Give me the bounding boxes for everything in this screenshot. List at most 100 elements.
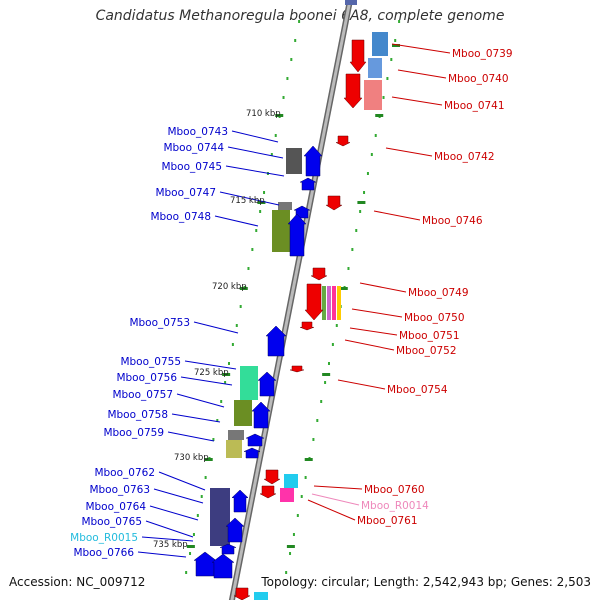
gene-label-mboo-0746: Mboo_0746	[422, 215, 483, 227]
leader-line-reverse	[397, 69, 447, 79]
guide-dot-left	[286, 77, 289, 80]
guide-dot-right	[292, 533, 295, 536]
cog-bar-mboo-0757	[234, 400, 252, 426]
leader-line-reverse	[391, 96, 443, 106]
gene-label-mboo-0752: Mboo_0752	[396, 345, 457, 357]
leader-line-forward	[184, 360, 237, 370]
leader-line-forward	[231, 130, 279, 143]
gene-label-mboo-0748: Mboo_0748	[150, 211, 211, 223]
guide-dot-right	[331, 343, 334, 346]
leader-line-reverse	[373, 210, 421, 221]
guide-dot-left	[196, 514, 199, 517]
gene-label-mboo-0763: Mboo_0763	[89, 484, 150, 496]
leader-line-reverse	[349, 327, 398, 336]
leader-line-reverse	[337, 379, 386, 390]
gene-label-mboo-0766: Mboo_0766	[73, 547, 134, 559]
gene-label-mboo-0739: Mboo_0739	[452, 48, 513, 60]
gene-arrow-mboo-0761	[259, 485, 277, 499]
guide-dot-right	[351, 248, 354, 251]
guide-dot-right	[382, 96, 385, 99]
ruler-label-735: 735 kbp	[153, 540, 188, 550]
guide-dot-right	[398, 20, 401, 23]
gene-arrow-mboo-0753	[265, 325, 287, 357]
genome-backbone	[228, 0, 354, 600]
gene-arrow-mboo-0749	[304, 283, 324, 321]
leader-line-forward	[167, 431, 215, 442]
ruler-tick-right	[304, 458, 313, 461]
leader-line-reverse	[307, 499, 356, 521]
guide-dot-right	[324, 381, 327, 384]
cog-bar-mboo-0759	[226, 440, 242, 458]
leader-line-forward	[145, 520, 194, 538]
leader-line-reverse	[311, 493, 360, 506]
guide-dot-right	[370, 153, 373, 156]
guide-dot-right	[374, 134, 377, 137]
gene-label-mboo-0765: Mboo_0765	[81, 516, 142, 528]
guide-dot-left	[192, 533, 195, 536]
leader-line-forward	[141, 536, 194, 542]
ruler-label-725: 725 kbp	[194, 368, 229, 378]
gene-label-mboo-0760: Mboo_0760	[364, 484, 425, 496]
gene-arrow-mboo-0740	[343, 73, 363, 109]
gene-arrow-mboo-0752	[299, 321, 315, 331]
guide-dot-left	[259, 210, 262, 213]
leader-line-forward	[193, 321, 239, 334]
guide-dot-left	[251, 248, 254, 251]
gene-label-mboo-0740: Mboo_0740	[448, 73, 509, 85]
leader-line-reverse	[351, 308, 403, 318]
guide-dot-right	[296, 514, 299, 517]
leader-line-forward	[137, 551, 187, 558]
cog-color-bars	[210, 0, 388, 600]
guide-dot-left	[224, 381, 227, 384]
guide-dot-right	[285, 571, 288, 574]
guide-dot-left	[247, 267, 250, 270]
guide-dot-right	[390, 58, 393, 61]
leader-line-reverse	[391, 43, 451, 54]
ruler-tick-right	[339, 287, 348, 290]
guide-dot-right	[316, 419, 319, 422]
gene-label-mboo-0754: Mboo_0754	[387, 384, 448, 396]
guide-dot-right	[312, 438, 315, 441]
leader-line-forward	[180, 376, 233, 386]
gene-arrow-mboo-0766	[211, 553, 235, 579]
guide-dot-left	[220, 400, 223, 403]
guide-dot-right	[347, 267, 350, 270]
ruler-tick	[275, 114, 284, 117]
gene-arrow-mboo-0758	[245, 433, 265, 447]
cog-bar-top	[345, 0, 357, 5]
guide-dot-right	[300, 495, 303, 498]
rna-bar-mboo-r0014-a	[284, 474, 298, 488]
gene-arrows	[193, 39, 367, 600]
ruler-tick-right	[286, 545, 295, 548]
guide-dot-left	[298, 20, 301, 23]
gene-arrow-mboo-0765	[219, 543, 237, 555]
guide-dot-left	[263, 191, 266, 194]
guide-dot-right	[289, 552, 292, 555]
gene-label-mboo-0758: Mboo_0758	[107, 409, 168, 421]
leader-line-forward	[176, 393, 225, 408]
ruler-tick-right	[375, 114, 384, 117]
guide-dot-right	[359, 210, 362, 213]
gene-arrow-mboo-0742	[335, 135, 351, 147]
leader-line-forward	[153, 488, 204, 504]
cog-bar-mboo-0739	[372, 32, 388, 56]
gene-label-mboo-r0015: Mboo_R0015	[70, 532, 138, 544]
guide-dot-left	[235, 324, 238, 327]
rna-bar-mboo-r0014	[280, 488, 294, 502]
gene-arrow-mboo-0754	[289, 365, 305, 373]
guide-dot-left	[200, 495, 203, 498]
guide-dot-right	[363, 191, 366, 194]
gene-label-mboo-0764: Mboo_0764	[85, 501, 146, 513]
gene-label-mboo-0761: Mboo_0761	[357, 515, 418, 527]
guide-dot-left	[294, 39, 297, 42]
gene-label-mboo-0743: Mboo_0743	[167, 126, 228, 138]
leader-line-forward	[227, 146, 284, 159]
guide-dot-left	[255, 229, 258, 232]
guide-dot-left	[290, 58, 293, 61]
leader-line-forward	[214, 215, 259, 227]
guide-dot-right	[304, 476, 307, 479]
guide-dot-left	[239, 305, 242, 308]
cog-bar-mboo-0743	[286, 148, 302, 174]
gene-label-mboo-0762: Mboo_0762	[94, 467, 155, 479]
